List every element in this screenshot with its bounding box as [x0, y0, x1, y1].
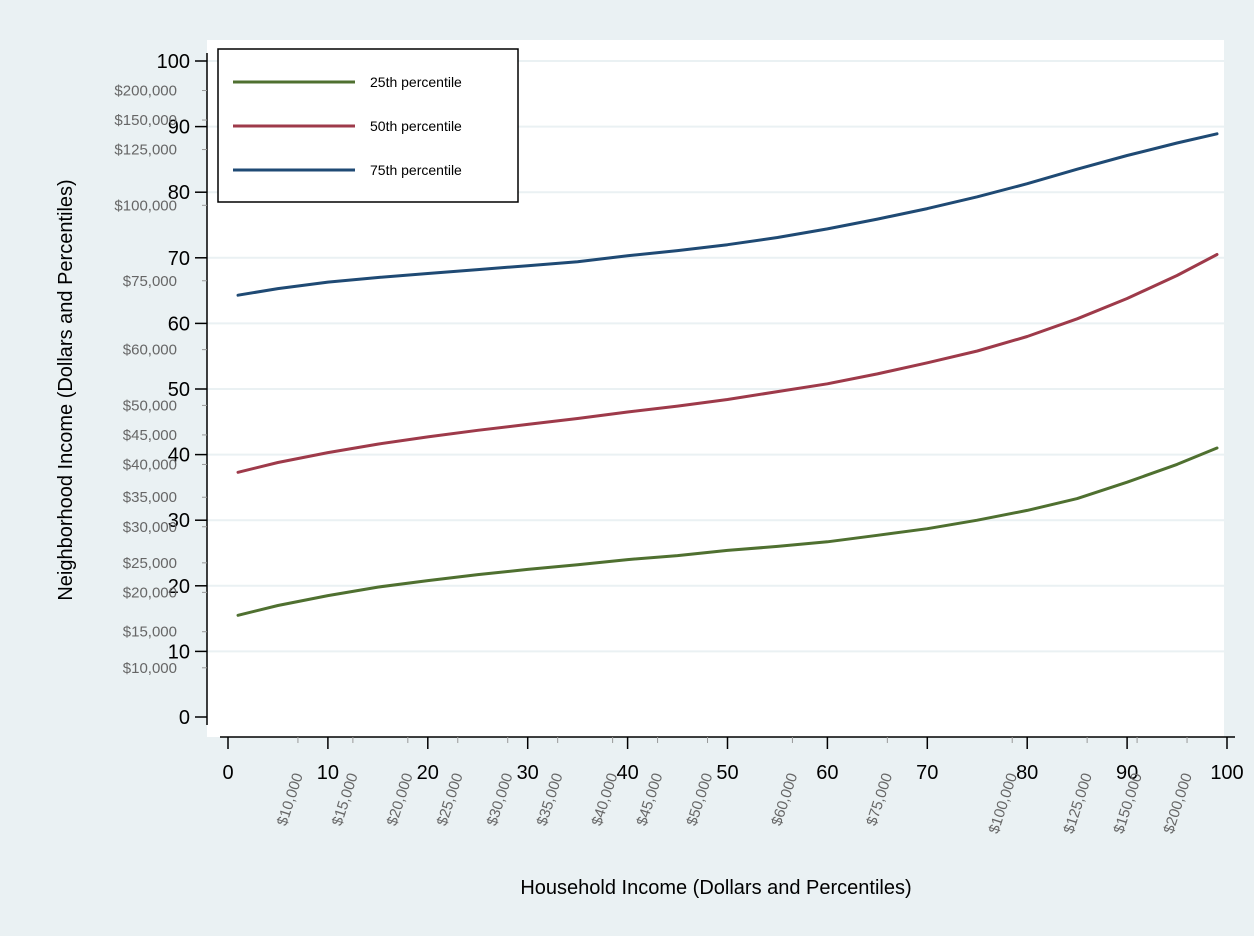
y-dollar-tick-label: $30,000 [123, 519, 177, 536]
y-tick-label: 60 [168, 313, 190, 335]
series-lines [236, 132, 1219, 617]
legend-label: 25th percentile [370, 74, 462, 90]
y-dollar-tick-label: $35,000 [123, 489, 177, 506]
y-dollar-tick-label: $45,000 [123, 427, 177, 444]
y-tick-label: 0 [179, 707, 190, 729]
series-line [236, 132, 1219, 297]
x-axis-title: Household Income (Dollars and Percentile… [520, 877, 911, 899]
y-dollar-tick-label: $60,000 [123, 342, 177, 359]
legend: 25th percentile 50th percentile 75th perce… [217, 48, 519, 203]
y-dollar-tick-label: $200,000 [114, 83, 177, 100]
y-tick-label: 40 [168, 445, 190, 467]
y-dollar-tick-label: $15,000 [123, 624, 177, 641]
y-dollar-tick-label: $125,000 [114, 142, 177, 159]
x-tick-label: 40 [616, 762, 638, 784]
y-dollar-tick-label: $25,000 [123, 555, 177, 572]
y-dollar-tick-label: $150,000 [114, 112, 177, 129]
x-tick-label: 60 [816, 762, 838, 784]
y-tick-label: 100 [157, 51, 190, 73]
y-axis-title: Neighborhood Income (Dollars and Percent… [55, 179, 77, 600]
y-tick-label: 70 [168, 248, 190, 270]
y-dollar-tick-label: $40,000 [123, 456, 177, 473]
x-tick-label: 100 [1210, 762, 1243, 784]
legend-label: 50th percentile [370, 118, 462, 134]
y-tick-label: 90 [168, 117, 190, 139]
y-dollar-tick-label: $10,000 [123, 660, 177, 677]
y-tick-label: 80 [168, 182, 190, 204]
x-tick-label: 90 [1116, 762, 1138, 784]
x-tick-label: 30 [517, 762, 539, 784]
y-tick-label: 50 [168, 379, 190, 401]
y-tick-label: 30 [168, 510, 190, 532]
axes [195, 53, 1235, 749]
y-dollar-tick-label: $75,000 [123, 273, 177, 290]
x-tick-label: 20 [417, 762, 439, 784]
legend-label: 75th percentile [370, 162, 462, 178]
series-line [236, 446, 1219, 617]
y-dollar-tick-label: $50,000 [123, 397, 177, 414]
y-tick-label: 20 [168, 576, 190, 598]
y-dollar-tick-label: $100,000 [114, 197, 177, 214]
x-tick-label: 70 [916, 762, 938, 784]
x-tick-label: 80 [1016, 762, 1038, 784]
x-tick-label: 10 [317, 762, 339, 784]
y-dollar-tick-label: $20,000 [123, 584, 177, 601]
series-line [236, 253, 1219, 474]
y-tick-label: 10 [168, 641, 190, 663]
x-tick-label: 0 [222, 762, 233, 784]
x-tick-label: 50 [716, 762, 738, 784]
